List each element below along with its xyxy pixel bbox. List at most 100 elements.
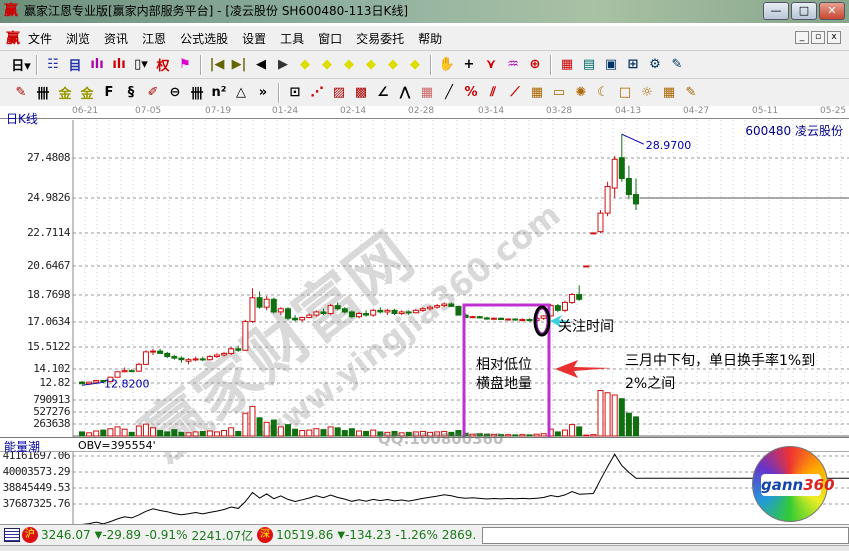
- circle-icon[interactable]: ⊖: [169, 85, 181, 100]
- volume-bar: [157, 430, 164, 437]
- mdi-minimize-button[interactable]: _: [795, 31, 809, 44]
- angle-icon[interactable]: ∠: [377, 85, 389, 100]
- gold-ratio2-icon[interactable]: 金: [80, 87, 94, 102]
- menu-item-2[interactable]: 资讯: [104, 31, 129, 46]
- minimize-button[interactable]: —: [763, 2, 789, 20]
- triangle-icon[interactable]: △: [236, 85, 246, 100]
- astro-icon[interactable]: ✺: [575, 85, 587, 100]
- square-n-icon[interactable]: n²: [211, 85, 227, 100]
- flag-icon[interactable]: ⚑: [179, 57, 191, 72]
- menu-item-4[interactable]: 公式选股: [180, 31, 229, 46]
- self-select-icon[interactable]: 目: [68, 59, 82, 74]
- mdi-restore-button[interactable]: ▫: [811, 31, 825, 44]
- menu-item-5[interactable]: 设置: [242, 31, 267, 46]
- spiral-icon[interactable]: §: [127, 85, 135, 100]
- sz-amount: 2869.: [441, 528, 477, 542]
- menu-item-3[interactable]: 江恩: [142, 31, 167, 46]
- compress-h-icon[interactable]: ◆: [366, 57, 376, 72]
- overlay-icon[interactable]: ⊕: [529, 57, 541, 72]
- first-icon[interactable]: |◀: [209, 57, 225, 72]
- trade-icon[interactable]: ✎: [671, 57, 683, 72]
- volume-bar: [192, 431, 199, 437]
- level-icon[interactable]: ▭: [552, 85, 566, 100]
- candle-body: [597, 212, 604, 233]
- sun-icon[interactable]: ☼: [641, 85, 653, 100]
- stock-name-label: 600480 凌云股份: [745, 124, 843, 138]
- obv-value: OBV=395554': [78, 439, 156, 452]
- command-input[interactable]: [482, 526, 849, 544]
- candle-body: [164, 352, 171, 358]
- gann-pen-icon[interactable]: ✐: [147, 85, 159, 100]
- gann360-logo: gann360: [752, 446, 835, 522]
- red-arrow-icon: [555, 360, 612, 378]
- indicator-9-icon[interactable]: ılı: [112, 57, 126, 72]
- display-icon[interactable]: ▣: [604, 57, 618, 72]
- crosshair-icon[interactable]: +: [463, 57, 475, 72]
- gann-box-icon[interactable]: ▨: [332, 85, 346, 100]
- calendar-icon[interactable]: [4, 528, 20, 542]
- zoom-v-icon[interactable]: ◆: [410, 57, 420, 72]
- fan2-icon[interactable]: ⟋: [510, 85, 520, 100]
- line-icon[interactable]: ╱: [445, 85, 453, 100]
- fibonacci-icon[interactable]: F: [104, 85, 114, 100]
- kline-chart[interactable]: 28.9700 12.8200: [0, 0, 849, 525]
- gann-square-icon[interactable]: ▦: [530, 85, 544, 100]
- cycle-lines-icon[interactable]: 卌: [36, 87, 50, 102]
- menu-item-8[interactable]: 交易委托: [356, 31, 405, 46]
- trend-icon[interactable]: ⋎: [485, 57, 497, 72]
- volume-bar: [633, 416, 639, 437]
- candle-body: [576, 294, 583, 300]
- moon-icon[interactable]: ☾: [597, 85, 609, 100]
- volume-bar: [107, 428, 114, 437]
- wave-icon[interactable]: ⋀: [399, 85, 411, 100]
- menu-item-1[interactable]: 浏览: [66, 31, 91, 46]
- zoom-h-icon[interactable]: ◆: [344, 57, 354, 72]
- calculator-icon[interactable]: ▤: [582, 57, 596, 72]
- hand-icon[interactable]: ✋: [438, 57, 456, 72]
- zoom-all-icon[interactable]: ◆: [388, 57, 398, 72]
- pattern-icon[interactable]: ♒: [507, 57, 519, 72]
- time-lines-icon[interactable]: 卌: [190, 87, 204, 102]
- menu-item-0[interactable]: 文件: [28, 31, 53, 46]
- candle-body: [150, 350, 157, 353]
- date-tick: 05-25: [820, 106, 847, 116]
- gann-grid-icon[interactable]: ▩: [354, 85, 368, 100]
- zoom-right-icon[interactable]: ◆: [322, 57, 332, 72]
- next-icon[interactable]: ▶: [278, 57, 288, 72]
- gold-ratio-icon[interactable]: 金: [58, 87, 72, 102]
- axis-tick-label: 41161697.06: [2, 449, 71, 462]
- last-icon[interactable]: ▶|: [231, 57, 247, 72]
- zoom-left-icon[interactable]: ◆: [300, 57, 310, 72]
- volume-bar: [526, 434, 533, 437]
- more-icon[interactable]: »: [258, 85, 268, 100]
- restore-rights-icon[interactable]: 权: [156, 59, 170, 74]
- channel-icon[interactable]: ⫽: [490, 85, 496, 100]
- period-day-icon[interactable]: 日▾: [11, 59, 31, 74]
- stock-list-icon[interactable]: ☷: [47, 57, 59, 72]
- network-icon[interactable]: ⊞: [627, 57, 639, 72]
- candle-type-icon[interactable]: ▯▾: [134, 57, 148, 72]
- menu-item-7[interactable]: 窗口: [318, 31, 343, 46]
- axis-tick-label: 22.7114: [27, 226, 70, 239]
- grid-icon[interactable]: ▦: [420, 85, 434, 100]
- indicator-3-icon[interactable]: ılı: [90, 57, 104, 72]
- fan-icon[interactable]: ⋰: [310, 85, 324, 100]
- prev-icon[interactable]: ◀: [256, 57, 266, 72]
- settings-icon[interactable]: ⚙: [649, 57, 661, 72]
- table-icon[interactable]: ▦: [662, 85, 676, 100]
- edit-icon[interactable]: ✎: [685, 85, 697, 100]
- percent-icon[interactable]: %: [464, 85, 478, 100]
- maximize-button[interactable]: □: [791, 2, 817, 20]
- close-button[interactable]: ✕: [819, 2, 845, 20]
- square-icon[interactable]: □: [618, 85, 632, 100]
- volume-bar: [441, 430, 448, 437]
- candle-body: [256, 297, 263, 308]
- pen-icon[interactable]: ✎: [15, 85, 27, 100]
- toolbar-separator: [550, 54, 552, 75]
- box-icon[interactable]: ⊡: [289, 85, 301, 100]
- menu-item-9[interactable]: 帮助: [418, 31, 443, 46]
- menu-item-6[interactable]: 工具: [280, 31, 305, 46]
- calendar-icon[interactable]: ▦: [560, 57, 574, 72]
- candle-body: [79, 381, 85, 385]
- mdi-close-button[interactable]: x: [827, 31, 841, 44]
